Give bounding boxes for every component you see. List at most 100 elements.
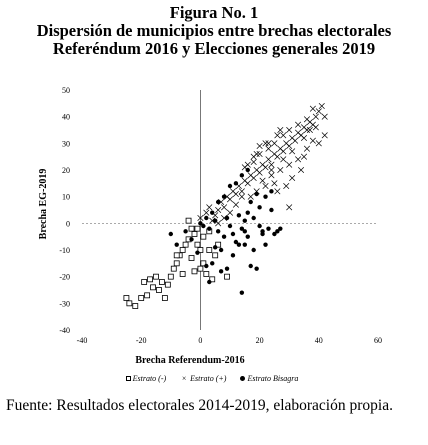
point-estrato-plus [312, 113, 319, 120]
point-estrato-bisagra [233, 239, 239, 245]
x-tick-label: 20 [256, 336, 264, 345]
point-estrato-plus [277, 126, 284, 134]
point-estrato-plus [274, 153, 281, 160]
point-estrato-plus [253, 150, 260, 158]
point-estrato-plus [315, 108, 322, 115]
point-estrato-bisagra [183, 229, 188, 234]
x-tick-label: 60 [374, 336, 382, 345]
y-tick-label: 30 [62, 139, 70, 148]
figure-title-line-2: Referéndum 2016 y Elecciones generales 2… [52, 39, 376, 58]
y-tick-label: 20 [62, 166, 70, 175]
point-estrato-plus [197, 214, 204, 222]
point-estrato-plus [321, 132, 328, 139]
legend-item-estrato-plus: × Estrato (+) [180, 374, 227, 383]
point-estrato-plus [289, 148, 296, 155]
point-estrato-plus [262, 140, 269, 147]
point-estrato-bisagra [248, 263, 253, 269]
y-tick-label: -20 [59, 273, 70, 282]
point-estrato-plus [244, 180, 251, 187]
point-estrato-bisagra [213, 245, 218, 250]
point-estrato-minus [179, 247, 186, 253]
point-estrato-plus [280, 156, 287, 163]
point-estrato-plus [247, 193, 254, 200]
point-estrato-bisagra [269, 189, 274, 194]
scatter-chart: -40 -30 -20 -10 0 10 20 30 40 50 -40 -20 0 20 40 60 Brec… [38, 86, 382, 366]
point-estrato-plus [238, 188, 245, 195]
point-estrato-plus [256, 142, 263, 150]
point-estrato-minus [150, 284, 156, 291]
point-estrato-plus [259, 177, 266, 184]
point-estrato-bisagra [236, 242, 242, 247]
point-estrato-minus [215, 241, 222, 248]
point-estrato-bisagra [215, 229, 221, 234]
point-estrato-plus [292, 137, 299, 144]
point-estrato-plus [203, 209, 210, 216]
y-tick-label: 40 [62, 113, 70, 122]
y-tick-label: 0 [66, 219, 70, 228]
point-estrato-minus [212, 252, 219, 259]
point-estrato-plus [283, 182, 290, 190]
point-estrato-minus [126, 300, 133, 307]
point-estrato-minus [188, 225, 195, 232]
x-tick-label: 0 [198, 336, 202, 345]
legend-item-estrato-minus: Estrato (-) [125, 374, 166, 383]
open-square-icon [125, 376, 131, 381]
point-estrato-bisagra [239, 173, 245, 178]
point-estrato-plus [297, 166, 305, 174]
point-estrato-plus [286, 142, 293, 150]
point-estrato-bisagra [248, 199, 253, 205]
point-estrato-bisagra [221, 234, 227, 239]
point-estrato-plus [309, 105, 316, 112]
point-estrato-bisagra [230, 253, 236, 258]
point-estrato-bisagra [218, 247, 224, 253]
point-estrato-bisagra [263, 194, 268, 199]
point-estrato-plus [226, 196, 234, 203]
point-estrato-minus [147, 276, 153, 283]
point-estrato-bisagra [168, 231, 173, 237]
point-estrato-minus [161, 295, 168, 301]
point-estrato-plus [232, 190, 239, 198]
point-estrato-minus [191, 268, 198, 275]
point-estrato-bisagra [227, 223, 233, 229]
point-estrato-plus [295, 156, 302, 163]
point-estrato-bisagra [266, 226, 271, 231]
point-estrato-bisagra [239, 226, 245, 231]
y-tick-label: -40 [59, 326, 70, 335]
point-estrato-bisagra [207, 226, 212, 231]
x-marker-icon: × [181, 374, 187, 383]
point-estrato-bisagra [210, 261, 215, 266]
point-estrato-bisagra [251, 215, 256, 221]
point-estrato-minus [197, 247, 204, 253]
legend-label-estrato-bisagra: Estrato Bisagra [247, 374, 299, 383]
y-tick-label: -10 [59, 246, 70, 255]
point-estrato-minus [194, 225, 201, 232]
point-estrato-bisagra [251, 247, 256, 253]
point-estrato-minus [209, 276, 216, 283]
point-estrato-bisagra [275, 229, 280, 234]
x-tick-label: -40 [77, 336, 88, 345]
point-estrato-plus [274, 132, 281, 139]
point-estrato-plus [286, 204, 293, 211]
figure-number: Figura No. 1 [169, 3, 259, 22]
point-estrato-bisagra [254, 191, 259, 197]
point-estrato-bisagra [195, 250, 200, 255]
point-estrato-minus [159, 279, 165, 285]
point-estrato-plus [280, 132, 287, 139]
point-estrato-minus [185, 217, 192, 224]
x-axis-label: Brecha Referendum-2016 [135, 355, 244, 366]
point-estrato-plus [277, 166, 284, 174]
point-estrato-minus [203, 271, 210, 277]
point-estrato-bisagra [245, 210, 250, 215]
point-estrato-plus [206, 204, 213, 211]
legend-item-estrato-bisagra: Estrato Bisagra [240, 374, 298, 383]
point-estrato-minus [194, 241, 201, 248]
point-estrato-plus [300, 153, 308, 160]
point-estrato-plus [265, 140, 272, 147]
point-estrato-bisagra [215, 199, 221, 205]
x-tick-label: -20 [136, 336, 147, 345]
point-estrato-bisagra [260, 231, 265, 237]
point-estrato-plus [226, 209, 234, 216]
point-estrato-bisagra [224, 215, 230, 221]
point-estrato-plus [303, 126, 311, 134]
point-estrato-bisagra [272, 231, 277, 237]
